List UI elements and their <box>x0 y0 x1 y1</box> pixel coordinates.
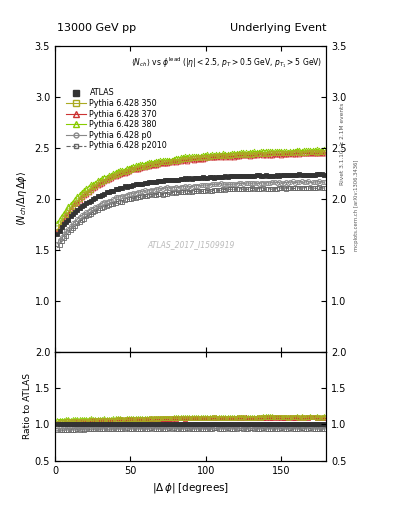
X-axis label: $|\Delta\,\phi|$ [degrees]: $|\Delta\,\phi|$ [degrees] <box>152 481 229 495</box>
Text: Underlying Event: Underlying Event <box>230 23 326 33</box>
Text: Rivet 3.1.10, ≥ 2.1M events: Rivet 3.1.10, ≥ 2.1M events <box>340 102 345 184</box>
Text: $\langle N_{ch}\rangle$ vs $\phi^{\mathrm{lead}}$ ($|\eta| < 2.5$, $p_T > 0.5$ G: $\langle N_{ch}\rangle$ vs $\phi^{\mathr… <box>131 55 322 70</box>
Y-axis label: $\langle N_{ch}/ \Delta\eta \,\Delta\phi \rangle$: $\langle N_{ch}/ \Delta\eta \,\Delta\phi… <box>15 171 29 226</box>
Text: ATLAS_2017_I1509919: ATLAS_2017_I1509919 <box>147 240 234 249</box>
Legend: ATLAS, Pythia 6.428 350, Pythia 6.428 370, Pythia 6.428 380, Pythia 6.428 p0, Py: ATLAS, Pythia 6.428 350, Pythia 6.428 37… <box>64 87 169 152</box>
Text: mcplots.cern.ch [arXiv:1306.3436]: mcplots.cern.ch [arXiv:1306.3436] <box>354 159 359 250</box>
Text: 13000 GeV pp: 13000 GeV pp <box>57 23 136 33</box>
Y-axis label: Ratio to ATLAS: Ratio to ATLAS <box>23 373 32 439</box>
